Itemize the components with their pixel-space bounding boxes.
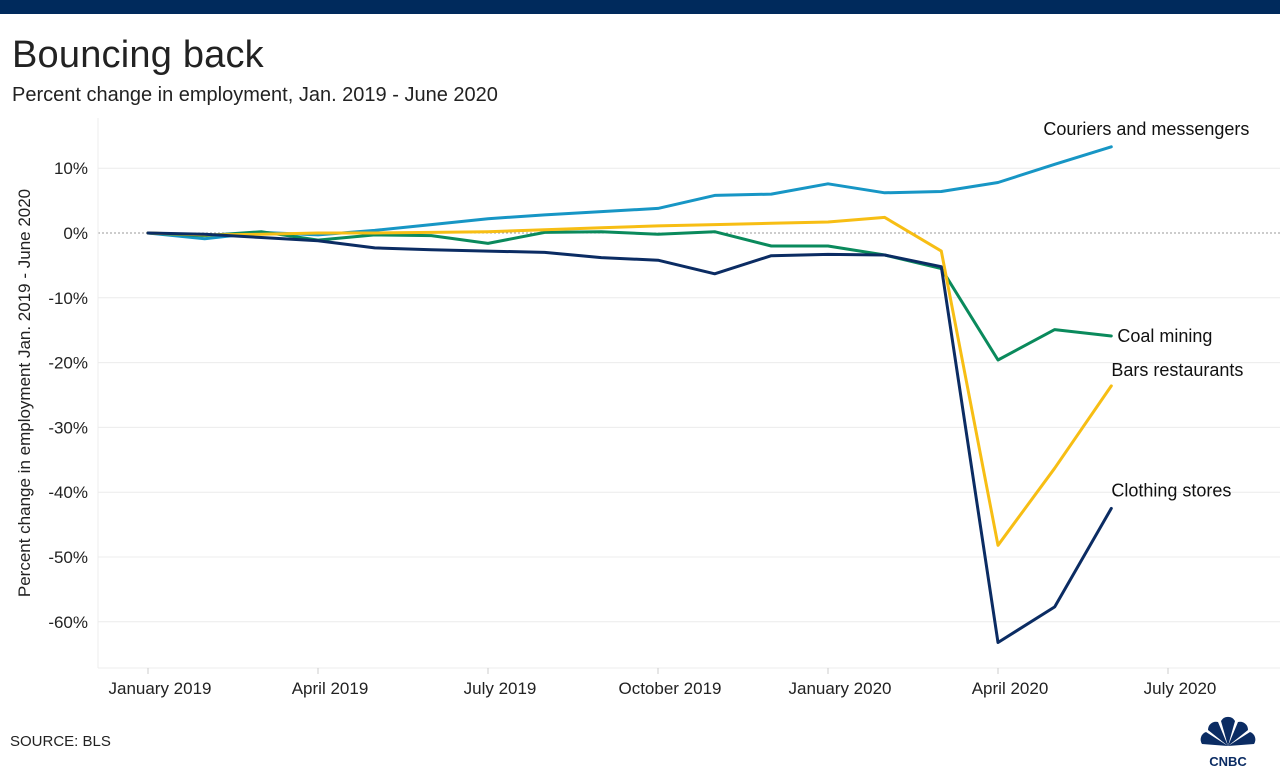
x-tick-label: April 2019 [292,679,369,698]
series-line-couriers-and-messengers [146,145,1113,241]
cnbc-logo: CNBC [1200,716,1256,768]
cnbc-logo-text: CNBC [1209,754,1247,768]
y-tick-label: -20% [48,354,88,373]
x-tick-label: October 2019 [618,679,721,698]
y-axis-label: Percent change in employment Jan. 2019 -… [15,189,34,597]
x-tick-label: July 2020 [1144,679,1217,698]
y-tick-label: -30% [48,418,88,437]
y-tick-label: 10% [54,159,88,178]
series-line-coal-mining [146,230,1113,362]
y-tick-label: -40% [48,483,88,502]
y-tick-label: -60% [48,613,88,632]
series-label: Couriers and messengers [1043,119,1249,139]
series-line-clothing-stores [146,231,1113,644]
series-line-bars-restaurants [146,215,1113,547]
header-bar [0,0,1280,14]
y-tick-label: -50% [48,548,88,567]
x-tick-label: July 2019 [464,679,537,698]
chart-title: Bouncing back [12,34,264,76]
series-label: Clothing stores [1111,480,1231,500]
source-note: SOURCE: BLS [10,733,111,750]
y-tick-label: 0% [63,224,88,243]
chart-subtitle: Percent change in employment, Jan. 2019 … [12,84,498,106]
series-label: Coal mining [1117,326,1212,346]
series-label: Bars restaurants [1111,360,1243,380]
x-tick-label: April 2020 [972,679,1049,698]
y-tick-label: -10% [48,289,88,308]
x-tick-label: January 2019 [108,679,211,698]
x-tick-label: January 2020 [788,679,891,698]
